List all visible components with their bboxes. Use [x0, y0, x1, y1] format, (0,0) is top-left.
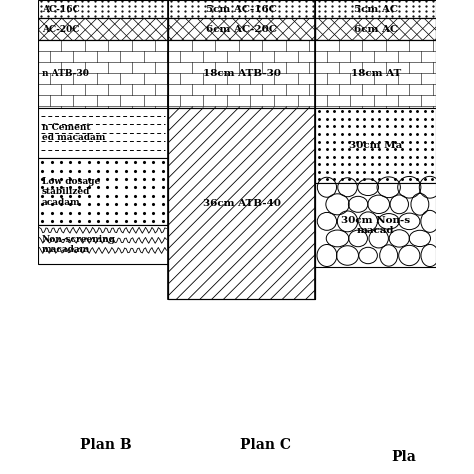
Bar	[38, 108, 168, 158]
Text: 6cm AC-20C: 6cm AC-20C	[206, 25, 277, 34]
Bar	[38, 18, 168, 40]
Bar	[38, 158, 168, 225]
Bar	[315, 0, 436, 18]
Bar	[38, 18, 168, 40]
Bar	[315, 18, 436, 40]
Text: n ATB-30: n ATB-30	[42, 70, 89, 79]
Text: Pla: Pla	[391, 450, 416, 464]
Bar	[38, 0, 168, 18]
Bar	[168, 40, 315, 108]
Bar	[315, 18, 436, 40]
Text: Plan B: Plan B	[80, 438, 131, 452]
Text: 18cm AT: 18cm AT	[351, 70, 401, 79]
Bar	[168, 18, 315, 40]
Bar	[315, 108, 436, 183]
Text: 36cm ATB-40: 36cm ATB-40	[202, 199, 281, 208]
Bar	[315, 40, 436, 108]
Bar	[38, 225, 168, 264]
Text: Plan C: Plan C	[239, 438, 291, 452]
Text: Low dosage
stabilized
acadam: Low dosage stabilized acadam	[42, 177, 100, 207]
Bar	[168, 18, 315, 40]
Text: n Cement
ed macadam: n Cement ed macadam	[42, 123, 105, 143]
Bar	[168, 0, 315, 18]
Text: 5cm AC: 5cm AC	[354, 5, 398, 14]
Bar	[38, 40, 168, 108]
Text: 30cm Ma: 30cm Ma	[349, 141, 402, 150]
Text: 5cm AC-16C: 5cm AC-16C	[206, 5, 277, 14]
Text: 6cm AC: 6cm AC	[354, 25, 398, 34]
Bar	[315, 183, 436, 267]
Bar	[168, 108, 315, 299]
Text: Non-screening
macadam: Non-screening macadam	[42, 235, 116, 254]
Text: AC-16C: AC-16C	[42, 5, 80, 14]
Text: 30cm Non-s
macad: 30cm Non-s macad	[341, 216, 410, 235]
Text: AC-20C: AC-20C	[42, 25, 80, 34]
Text: 18cm ATB-30: 18cm ATB-30	[202, 70, 281, 79]
Bar	[168, 108, 315, 299]
